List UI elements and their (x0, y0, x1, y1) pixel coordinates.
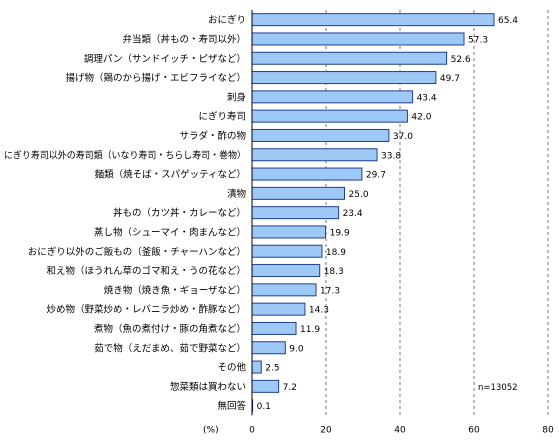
bar (251, 360, 262, 374)
category-label: 丼もの（カツ丼・カレーなど） (113, 207, 246, 219)
category-label: 焼き物（焼き魚・ギョーザなど） (104, 284, 246, 296)
bar-value-label: 37.0 (393, 132, 413, 142)
bar (251, 71, 437, 85)
category-label: おにぎり以外のご飯もの（釜飯・チャーハンなど） (28, 246, 246, 258)
bar (251, 244, 323, 258)
x-tick-label: 80 (542, 425, 554, 435)
bar-value-label: 49.7 (440, 74, 460, 84)
bar-value-label: 42.0 (411, 113, 431, 123)
bar-value-label: 18.9 (326, 248, 346, 258)
bar-value-label: 23.4 (343, 209, 363, 219)
bar (251, 206, 340, 220)
bar-value-label: 0.1 (257, 402, 271, 412)
bar-value-label: 57.3 (468, 35, 488, 45)
bar-value-label: 25.0 (349, 190, 369, 200)
bar (251, 128, 390, 142)
x-tick-label: 20 (320, 425, 332, 435)
x-tick-label: 0 (249, 425, 255, 435)
category-label: 煮物（魚の煮付け・豚の角煮など） (94, 323, 246, 335)
sample-size-note: n=13052 (478, 383, 518, 393)
bar-value-label: 17.3 (320, 286, 340, 296)
bar-value-label: 9.0 (289, 344, 304, 354)
x-axis-unit-label: (%) (203, 425, 219, 435)
bar-value-label: 2.5 (265, 364, 279, 374)
bar-value-label: 14.3 (309, 306, 329, 316)
category-label: 無回答 (217, 400, 246, 412)
category-label: 調理パン（サンドイッチ・ピザなど） (84, 53, 246, 65)
bar (251, 264, 321, 278)
category-label: サラダ・酢の物 (179, 130, 246, 142)
bar (251, 90, 414, 104)
bar (251, 283, 317, 297)
bar-value-label: 11.9 (300, 325, 320, 335)
category-label: 刺身 (227, 91, 246, 103)
category-label: 惣菜類は買わない (170, 381, 246, 393)
bar-value-label: 52.6 (451, 55, 471, 65)
category-label: 炒め物（野菜炒め・レバニラ炒め・酢豚など） (46, 304, 246, 316)
bar (251, 321, 297, 335)
bar (251, 167, 363, 181)
bar (251, 302, 306, 316)
category-label: おにぎり (208, 14, 246, 26)
bar (251, 186, 345, 200)
bar (251, 109, 408, 123)
category-label: 蒸し物（シューマイ・肉まんなど） (94, 226, 246, 238)
bar-value-label: 29.7 (366, 171, 386, 181)
category-label: 漬物 (227, 188, 247, 200)
bar-value-label: 43.4 (417, 93, 437, 103)
bar-value-label: 7.2 (283, 383, 297, 393)
bar (251, 32, 465, 46)
bar (251, 379, 280, 393)
bar (251, 51, 448, 65)
bar-value-label: 33.8 (381, 151, 401, 161)
bar (251, 13, 495, 27)
category-label: にぎり寿司 (198, 111, 246, 123)
bar (251, 148, 378, 162)
bar-value-label: 65.4 (498, 16, 518, 26)
bar-value-label: 18.3 (324, 267, 344, 277)
category-label: 麺類（焼そば・スパゲッティなど） (95, 169, 246, 181)
bar (251, 225, 327, 239)
category-label: 茹で物（えだまめ、茹で野菜など） (94, 342, 246, 354)
x-tick-label: 40 (394, 425, 406, 435)
category-label: 弁当類（丼もの・寿司以外） (122, 33, 246, 45)
category-label: その他 (217, 362, 246, 374)
bar (251, 341, 286, 355)
bar-value-label: 19.9 (330, 228, 350, 238)
category-label: 揚げ物（鶏のから揚げ・エビフライなど） (65, 72, 246, 84)
category-label: 和え物（ほうれん草のゴマ和え・うの花など） (46, 265, 246, 277)
x-tick-label: 60 (468, 425, 480, 435)
category-label: にぎり寿司以外の寿司類（いなり寿司・ちらし寿司・巻物） (4, 149, 246, 161)
